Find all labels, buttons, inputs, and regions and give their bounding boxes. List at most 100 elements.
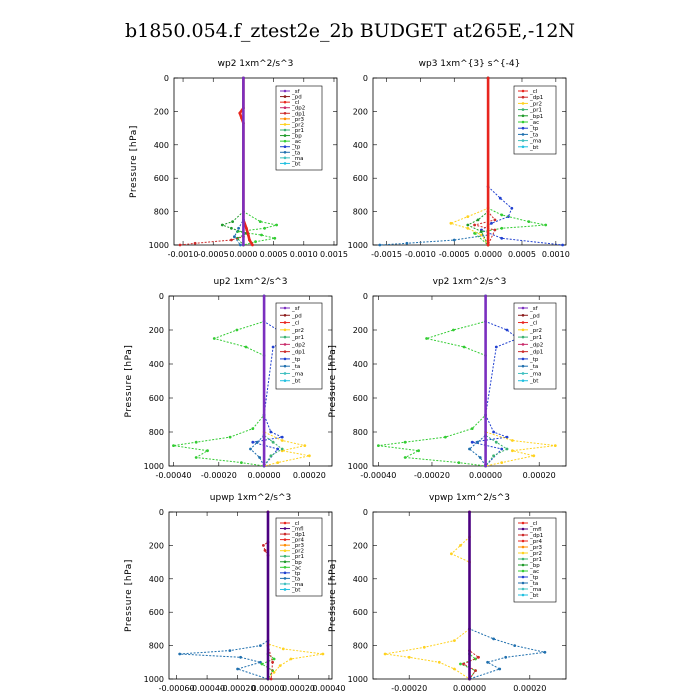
panel-1-legend-label: _pr1 xyxy=(291,128,304,134)
panel-2-legend-marker xyxy=(521,120,525,124)
panel-2-ytick-label: 1000 xyxy=(348,241,368,250)
panel-5-legend-marker xyxy=(283,588,287,591)
panel-3-legend-marker xyxy=(283,379,287,383)
panel-2-series-point xyxy=(466,226,470,230)
panel-1-series-point xyxy=(245,226,248,230)
panel-5-series-point xyxy=(271,660,274,664)
panel-1-legend-label: _bp xyxy=(291,134,302,140)
panel-5-xtick-label: -0.00040 xyxy=(189,684,225,693)
panel-1-legend-label: _ac xyxy=(291,139,301,145)
panel-6-xtick-label: 0.00000 xyxy=(453,684,486,693)
panel-1-legend-marker xyxy=(283,156,287,160)
panel-1-xtick-label: 0.0000 xyxy=(229,250,257,259)
panel-6-ytick-label: 400 xyxy=(353,575,368,584)
panel-2-legend-label: _bp1 xyxy=(529,114,543,120)
panel-2-series-point xyxy=(466,223,470,227)
panel-4-ytick-label: 400 xyxy=(353,360,368,369)
panel-3-series-point xyxy=(269,454,273,458)
panel-2-legend-marker xyxy=(521,114,525,118)
panel-3-ytick-label: 200 xyxy=(149,326,164,335)
panel-6-legend-marker xyxy=(521,545,525,549)
panel-4-ytick-label: 600 xyxy=(353,394,368,403)
panel-2-legend-marker xyxy=(521,133,525,136)
panel-1-ytick-label: 400 xyxy=(154,141,169,150)
panel-5-legend-label: _tp xyxy=(291,571,301,577)
panel-3-series-point xyxy=(194,456,198,459)
panel-3-series-point xyxy=(235,328,239,332)
panel-1-series-point xyxy=(275,223,278,227)
panel-2-legend-marker xyxy=(521,89,525,93)
panel-2-series-point xyxy=(480,230,483,234)
panel-1-series-point xyxy=(233,235,236,239)
panel-2-series-point xyxy=(476,218,480,222)
panel-6-series-point xyxy=(437,660,441,664)
panel-1-xtick-label: 0.0005 xyxy=(260,250,288,259)
panel-6-series-point xyxy=(468,677,471,681)
panel-1-series-point xyxy=(248,238,251,242)
panel-1-legend-marker xyxy=(283,106,287,110)
panel-3-series-point xyxy=(244,345,248,349)
panel-4-series-point xyxy=(425,337,428,340)
panel-2-series-point xyxy=(473,223,476,227)
panel-5-series-point xyxy=(228,649,232,652)
panel-4-legend-label: _ma xyxy=(529,371,541,377)
panel-3-xtick-label: 0.00000 xyxy=(248,471,281,480)
panel-2-xtick-label: -0.0015 xyxy=(371,250,402,259)
panel-5-ytick-label: 1000 xyxy=(144,675,164,684)
panel-5-series-point xyxy=(278,664,282,667)
panel-1-series-point xyxy=(239,243,242,247)
panel-2-series-point xyxy=(498,196,502,200)
panel-6-legend-label: _ta xyxy=(529,581,538,587)
panel-2-ytick-label: 200 xyxy=(353,107,368,116)
panel-5-ytick-label: 400 xyxy=(149,575,164,584)
panel-2-series-line xyxy=(379,78,489,246)
panel-1-series-point xyxy=(263,226,266,230)
panel-5-legend-label: _bp xyxy=(291,560,302,566)
panel-6-legend-label: _pr1 xyxy=(529,557,542,563)
panel-4-legend-marker xyxy=(521,350,525,353)
panel-1-series-line xyxy=(237,78,277,246)
panel-3-series-point xyxy=(212,337,216,340)
panel-1-series-line xyxy=(179,78,244,246)
panel-4-series-point xyxy=(417,449,420,453)
panel-4-legend-label: _cl xyxy=(529,321,538,327)
panel-1-ytick-label: 1000 xyxy=(149,241,169,250)
panel-3-legend-label: _pr1 xyxy=(291,335,304,341)
panel-6-xtick-label: 0.00020 xyxy=(513,684,546,693)
panel-2-legend-label: _cl xyxy=(529,89,538,95)
panel-5-legend-marker xyxy=(283,582,287,586)
panel-5-legend-marker xyxy=(283,549,287,552)
panel-6-legend-label: _pr4 xyxy=(529,539,543,545)
panel-4-legend-label: _dp2 xyxy=(529,342,543,348)
panel-3-legend-marker xyxy=(283,343,287,346)
panel-2-series-point xyxy=(486,243,490,247)
panel-5-series-line xyxy=(267,512,323,680)
panel-3-legend-marker xyxy=(283,306,287,310)
panel-6-series-point xyxy=(498,667,502,671)
panel-2-legend-marker xyxy=(521,126,525,130)
panel-3-frame xyxy=(168,295,333,467)
panel-1-legend-marker xyxy=(283,134,287,137)
panel-4-ytick-label: 800 xyxy=(353,428,368,437)
panel-1-legend-marker xyxy=(283,89,287,93)
panel-5-series-point xyxy=(272,657,276,661)
panel-3-series-point xyxy=(249,447,252,451)
panel-5-legend-label: _bt xyxy=(291,587,301,593)
panel-6-legend-marker xyxy=(521,527,525,531)
panel-2-legend-label: _pr2 xyxy=(529,101,542,107)
panel-2-series-line xyxy=(449,78,489,246)
panel-5-legend-label: _ta xyxy=(291,576,300,582)
panel-5-legend-label: _pr1 xyxy=(291,554,304,560)
panel-4-series-point xyxy=(553,444,557,447)
panel-3-ytick-label: 400 xyxy=(149,360,164,369)
panel-5-legend-marker xyxy=(283,566,287,569)
panel-4-legend-label: _pd xyxy=(529,313,540,319)
panel-3-series-point xyxy=(228,435,232,439)
panel-6-series-point xyxy=(462,662,465,666)
panel-5-series-point xyxy=(178,652,182,656)
panel-4-series-line xyxy=(485,296,509,467)
panel-2-legend-box xyxy=(513,85,557,155)
panel-2-ytick-label: 400 xyxy=(353,141,368,150)
panel-6-series-point xyxy=(383,652,387,656)
panel-6-series-point xyxy=(459,662,462,666)
